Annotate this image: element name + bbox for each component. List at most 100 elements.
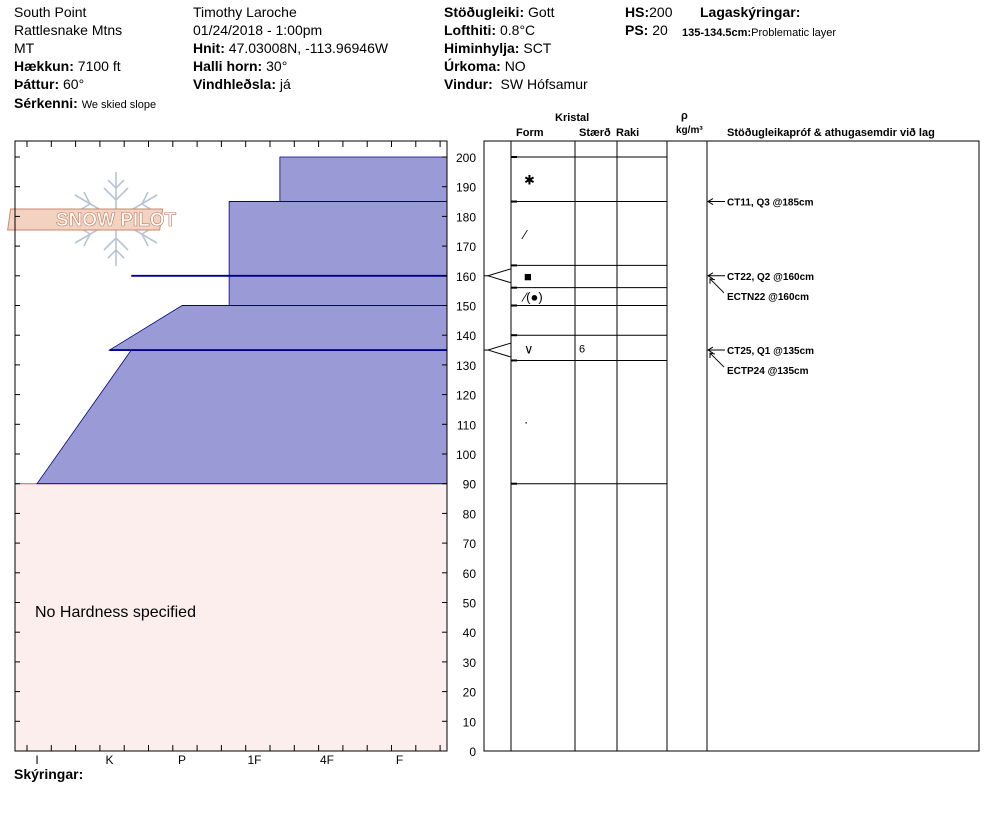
test-arrow-head (709, 352, 716, 359)
state: MT (14, 40, 35, 56)
snowpilot-logo: SNOW PILOT (7, 172, 177, 266)
stability-value: Gott (528, 4, 555, 20)
grain-size-value: 6 (579, 344, 585, 356)
no-hardness-label: No Hardness specified (35, 604, 196, 621)
wind-loading-value: já (279, 76, 291, 92)
hardness-tick-label: 1F (247, 753, 261, 767)
aspect-value: 60° (63, 76, 85, 92)
sky-value: SCT (523, 40, 552, 56)
slope-label: Halli horn: (193, 58, 263, 74)
coordinates: Hnit: 47.03008N, -113.96946W (193, 40, 388, 56)
depth-tick-label: 20 (463, 686, 477, 700)
test-arrow-head (707, 198, 714, 205)
ps-label: PS: (625, 22, 649, 38)
form-header: Form (516, 127, 544, 139)
logo-text: SNOW PILOT (56, 210, 177, 231)
test-arrow-head (707, 272, 714, 280)
grain-form-symbol: ⁄ (521, 227, 528, 242)
test-arrow-line (709, 278, 725, 294)
depth-tick-label: 90 (463, 478, 477, 492)
stability: Stöðugleiki: Gott (444, 4, 554, 20)
depth-tick-label: 100 (456, 448, 476, 462)
sky-cover: Himinhylja: SCT (444, 40, 551, 56)
test-arrow-line (709, 352, 725, 368)
coords-label: Hnit: (193, 40, 225, 56)
logo-banner (7, 208, 164, 231)
hardness-profile (36, 156, 448, 485)
coords-value: 47.03008N, -113.96946W (228, 40, 389, 56)
depth-tick-label: 30 (463, 656, 477, 670)
ps: PS: 20 (625, 22, 668, 38)
layer-note-text: Problematic layer (751, 27, 837, 39)
grain-form-symbol: · (524, 414, 528, 429)
slope-angle: Halli horn: 30° (193, 58, 287, 74)
hardness-chart-frame (14, 140, 448, 752)
air-temp-label: Lofthiti: (444, 22, 497, 38)
wind-value: SW Hófsamur (500, 76, 588, 92)
background-layer (15, 483, 447, 751)
weak-layer-marker (486, 268, 512, 284)
depth-tick-label: 60 (463, 567, 477, 581)
wind-label: Vindur: (444, 76, 493, 92)
sky-label: Himinhylja: (444, 40, 520, 56)
wind-loading: Vindhleðsla: já (193, 76, 291, 92)
features: Sérkenni: We skied slope (14, 95, 156, 113)
size-header: Stærð (579, 127, 611, 139)
layer-note: 135-134.5cm:Problematic layer (682, 23, 836, 41)
depth-tick-label: 50 (463, 597, 477, 611)
aspect-label: Þáttur: (14, 76, 60, 92)
density-unit-header: kg/m³ (676, 125, 703, 136)
depth-tick-label: 190 (456, 181, 476, 195)
chart-marks: 0 10 20 30 40 50 60 70 80 90 100 110 120 130 140 150 160… (14, 140, 980, 767)
rho-header: ρ (681, 110, 688, 122)
no-hardness-area (15, 483, 447, 751)
slope-value: 30° (266, 58, 288, 74)
depth-tick-label: 130 (456, 359, 476, 373)
wind: Vindur: SW Hófsamur (444, 76, 588, 92)
crystal-header: Kristal (555, 112, 590, 124)
weak-layer-marker (486, 342, 512, 358)
depth-tick-label: 40 (463, 626, 477, 640)
test-arrow-head (707, 346, 714, 354)
precip-value: NO (504, 58, 526, 74)
observer: Timothy Laroche (193, 4, 297, 20)
layer-notes-label: Lagaskýringar: (700, 4, 801, 20)
air-temp: Lofthiti: 0.8°C (444, 22, 535, 38)
grain-form-symbol: ■ (524, 269, 532, 284)
depth-tick-label: 80 (463, 507, 477, 521)
stability-test-label: CT25, Q1 @135cm (727, 346, 814, 357)
air-temp-value: 0.8°C (499, 22, 536, 38)
depth-tick-label: 70 (463, 537, 477, 551)
datetime: 01/24/2018 - 1:00pm (193, 22, 323, 38)
grain-form-symbol: ∨ (524, 342, 534, 357)
depth-tick-label: 110 (457, 418, 476, 432)
depth-tick-label: 10 (463, 715, 477, 729)
layer-grid-frame (483, 140, 980, 752)
ps-value: 20 (652, 22, 668, 38)
elevation-label: Hækkun: (14, 58, 74, 74)
hs-value: 200 (649, 4, 673, 20)
depth-tick-label: 150 (456, 300, 476, 314)
precipitation: Úrkoma: NO (444, 58, 526, 74)
hardness-tick-label: P (178, 753, 186, 767)
hardness-tick-label: 4F (320, 753, 334, 767)
wind-loading-label: Vindhleðsla: (193, 76, 276, 92)
moisture-header: Raki (616, 127, 640, 139)
stability-label: Stöðugleiki: (444, 4, 525, 20)
layer-note-range: 135-134.5cm: (682, 27, 752, 39)
stability-test-label: CT11, Q3 @185cm (727, 198, 814, 209)
hs-label: HS: (625, 4, 650, 20)
hardness-tick-label: F (396, 753, 403, 767)
elevation-value: 7100 ft (77, 58, 121, 74)
depth-tick-label: 0 (469, 745, 476, 759)
location: South Point (14, 4, 87, 20)
precip-label: Úrkoma: (444, 58, 501, 74)
depth-tick-label: 200 (456, 151, 476, 165)
grain-form-symbol: ⁄(●) (521, 290, 543, 305)
depth-tick-label: 160 (456, 270, 476, 284)
aspect: Þáttur: 60° (14, 76, 84, 92)
notes-label: Skýringar: (14, 766, 84, 782)
elevation: Hækkun: 7100 ft (14, 58, 121, 74)
hs: HS:200 (625, 4, 672, 20)
